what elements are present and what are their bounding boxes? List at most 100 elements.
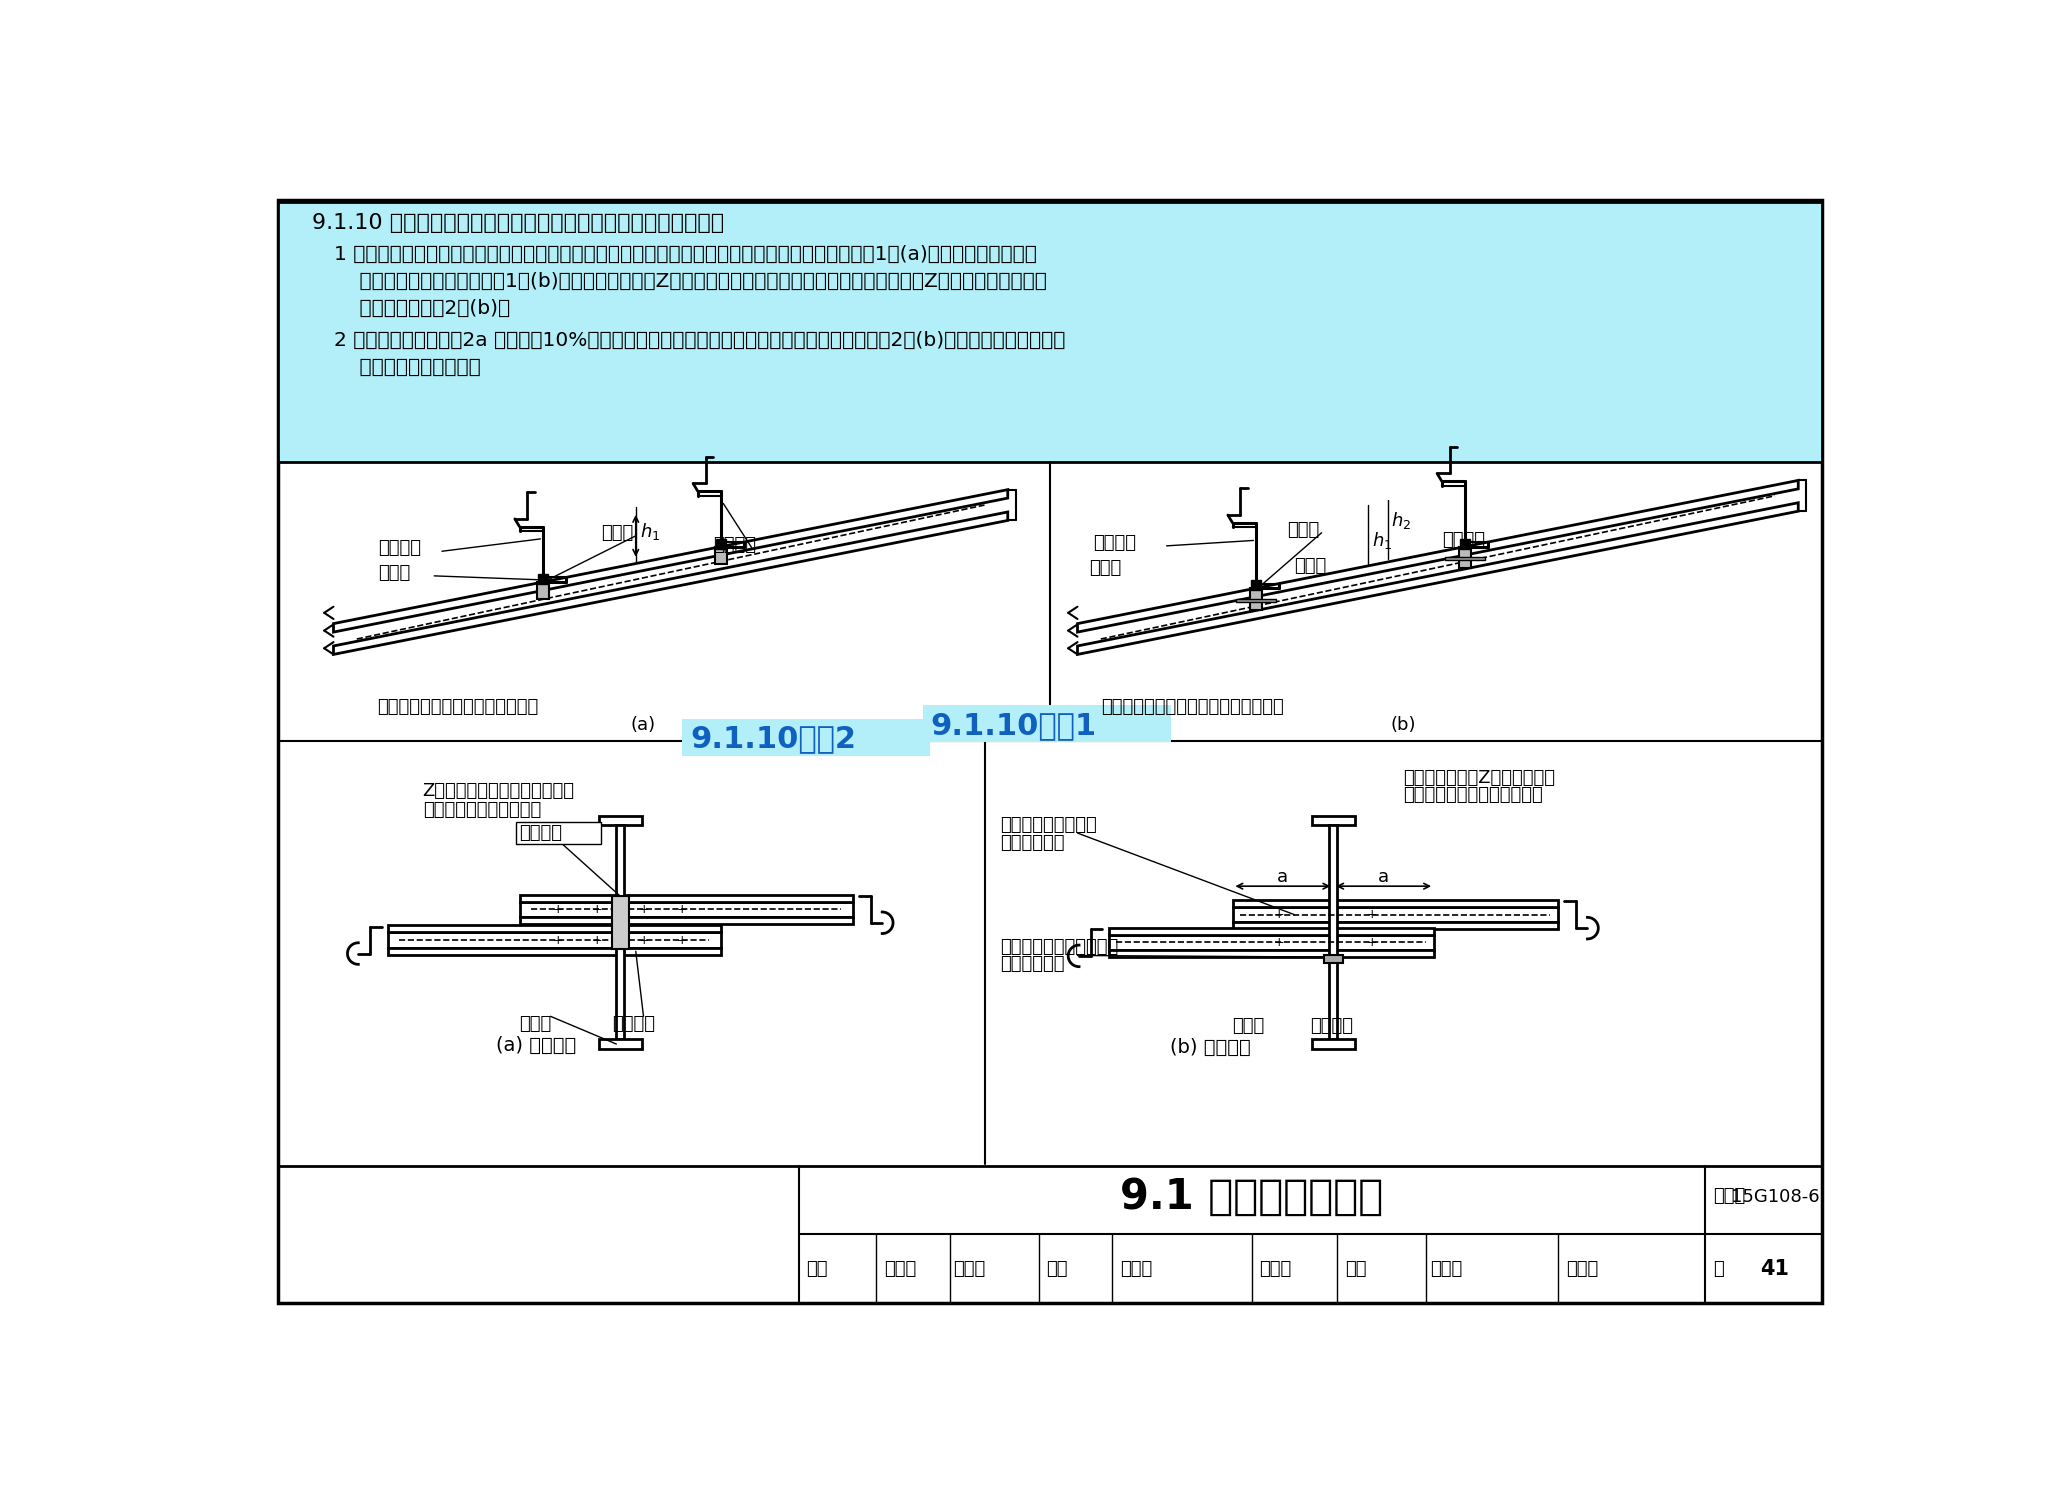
Text: (a) 有檩托板: (a) 有檩托板	[496, 1036, 575, 1055]
Text: 苏明周: 苏明周	[885, 1260, 915, 1278]
Bar	[715, 546, 727, 564]
Text: 当有可靠依据时，可不设檩托: 当有可靠依据时，可不设檩托	[1403, 786, 1542, 804]
Text: 9.1.10 檩条与刚架的连接和檩条与拉条的连接应符合下列规定：: 9.1.10 檩条与刚架的连接和檩条与拉条的连接应符合下列规定：	[311, 213, 723, 234]
Text: 矩验算螺栓连接强度。: 矩验算螺栓连接强度。	[334, 357, 479, 376]
Bar	[516, 823, 600, 844]
Polygon shape	[1077, 503, 1798, 655]
Bar	[537, 582, 549, 600]
Text: 41: 41	[1761, 1259, 1790, 1278]
Text: 当无靠依据时，宜设檩托: 当无靠依据时，宜设檩托	[422, 801, 541, 818]
Text: 檩托板: 檩托板	[1090, 559, 1122, 577]
Bar	[1233, 908, 1559, 923]
Text: 普通螺栓: 普通螺栓	[1094, 534, 1137, 552]
Polygon shape	[1077, 481, 1798, 632]
Bar	[922, 705, 1171, 743]
Text: 页: 页	[1712, 1260, 1724, 1278]
Text: 普通螺栓: 普通螺栓	[520, 824, 563, 842]
Text: +: +	[592, 933, 602, 946]
Bar	[279, 202, 1823, 461]
Bar	[612, 896, 629, 949]
Bar	[1313, 815, 1354, 826]
Text: 加劲板: 加劲板	[1294, 557, 1327, 574]
Text: 檩托板: 檩托板	[379, 564, 412, 582]
Text: +: +	[1366, 908, 1378, 921]
Text: 9.1.10图示1: 9.1.10图示1	[930, 711, 1096, 740]
Text: 冉红东: 冉红东	[1260, 1260, 1292, 1278]
Text: 连续檩条: 连续檩条	[612, 1015, 655, 1033]
Polygon shape	[334, 490, 1008, 632]
Text: 冉红东: 冉红东	[1120, 1260, 1153, 1278]
Text: 图集号: 图集号	[1712, 1187, 1745, 1205]
Text: 校对: 校对	[1047, 1260, 1067, 1278]
Text: +: +	[1274, 936, 1284, 949]
Bar	[1444, 558, 1485, 561]
Text: Z形连续檩条可采用檩托板连接: Z形连续檩条可采用檩托板连接	[422, 783, 575, 801]
Bar	[520, 917, 852, 924]
Text: +: +	[553, 933, 563, 946]
Text: 9.1 实腹式檩条设计: 9.1 实腹式檩条设计	[1120, 1176, 1384, 1217]
Bar	[616, 826, 625, 1040]
Bar	[387, 926, 721, 933]
Text: 15G108-6: 15G108-6	[1731, 1187, 1819, 1205]
Bar	[520, 894, 852, 902]
Bar	[598, 815, 641, 826]
Bar	[598, 1040, 641, 1049]
Text: 设计: 设计	[1346, 1260, 1366, 1278]
Text: +: +	[553, 903, 563, 915]
Text: 普通螺栓: 普通螺栓	[379, 539, 422, 557]
Text: a: a	[1278, 868, 1288, 885]
Bar	[1108, 929, 1434, 934]
Text: +: +	[678, 933, 688, 946]
Text: 刚架梁: 刚架梁	[520, 1015, 551, 1033]
Bar	[1233, 923, 1559, 930]
Text: (b): (b)	[1391, 716, 1415, 734]
Text: 9.1.10图示2: 9.1.10图示2	[690, 725, 856, 753]
Text: $h_1$: $h_1$	[639, 521, 659, 543]
Text: 2 连续檩条的搭接长度2a 宜不小于10%的檩条跨度，嵌套搭接部分的檩条应采用螺栓连接【图示2】(b)，按连续檩条支座处弯: 2 连续檩条的搭接长度2a 宜不小于10%的檩条跨度，嵌套搭接部分的檩条应采用螺…	[334, 330, 1065, 350]
Bar	[1329, 826, 1337, 1040]
Text: 于刚架上【图示2】(b)。: 于刚架上【图示2】(b)。	[334, 299, 510, 317]
Text: 嵌套搭接方式的Z形连续檩条，: 嵌套搭接方式的Z形连续檩条，	[1403, 769, 1554, 787]
Text: a: a	[1378, 868, 1389, 885]
Text: (b) 无檩托板: (b) 无檩托板	[1171, 1037, 1251, 1056]
Bar	[682, 719, 930, 756]
Text: +: +	[592, 903, 602, 915]
Text: 苏明周: 苏明周	[954, 1260, 985, 1278]
Text: 通过普通螺栓将檩条翼缘: 通过普通螺栓将檩条翼缘	[999, 937, 1118, 955]
Text: +: +	[639, 903, 649, 915]
Text: 1 屋面檩条与刚架斜梁宜采用普通螺栓连接，檩条每端应设两个螺栓。檩条连接宜采用檩托板【图示1】(a)，檩条高度较大时，: 1 屋面檩条与刚架斜梁宜采用普通螺栓连接，檩条每端应设两个螺栓。檩条连接宜采用檩…	[334, 244, 1036, 263]
Text: 连接于钢架上: 连接于钢架上	[999, 955, 1065, 973]
Text: 搭接部分连接: 搭接部分连接	[999, 835, 1065, 853]
Bar	[520, 902, 852, 917]
Text: 檩托板: 檩托板	[600, 524, 633, 542]
Bar	[1458, 546, 1470, 568]
Bar	[1313, 1040, 1354, 1049]
Text: +: +	[639, 933, 649, 946]
Text: 连续檩条: 连续檩条	[1311, 1016, 1354, 1034]
Text: 普通螺栓: 普通螺栓	[713, 536, 756, 554]
Bar	[1323, 955, 1343, 963]
Text: $h_1$: $h_1$	[1372, 530, 1393, 551]
Bar	[1108, 951, 1434, 957]
Text: +: +	[1366, 936, 1378, 949]
Polygon shape	[334, 512, 1008, 655]
Text: 普通螺栓: 普通螺栓	[1442, 531, 1485, 549]
Bar	[1249, 588, 1262, 610]
Text: +: +	[678, 903, 688, 915]
Bar	[1233, 900, 1559, 908]
Text: 檩托板处宜设加劲板【图示1】(b)。嵌套搭接方式的Z形连续檩条，当有可靠依据时，可不设檩托，由Z形檩条翼缘用螺栓连: 檩托板处宜设加劲板【图示1】(b)。嵌套搭接方式的Z形连续檩条，当有可靠依据时，…	[334, 271, 1047, 290]
Text: $h_2$: $h_2$	[1391, 510, 1411, 531]
Text: 檩条宜采用檩托板连接于刚架梁上: 檩条宜采用檩托板连接于刚架梁上	[377, 698, 539, 716]
Text: 审核: 审核	[807, 1260, 827, 1278]
Text: +: +	[1274, 908, 1284, 921]
Text: (a): (a)	[631, 716, 655, 734]
Bar	[1235, 600, 1276, 603]
Bar	[1108, 934, 1434, 951]
Bar	[387, 933, 721, 948]
Text: 檩条高度较大时，檩托板处宜设加劲板: 檩条高度较大时，檩托板处宜设加劲板	[1100, 698, 1284, 716]
Text: 采用普通螺栓将檩条: 采用普通螺栓将檩条	[999, 817, 1098, 835]
Text: 陈向荣: 陈向荣	[1567, 1260, 1597, 1278]
Text: 陈向荣: 陈向荣	[1430, 1260, 1462, 1278]
Bar	[387, 948, 721, 955]
Text: 刚架梁: 刚架梁	[1233, 1016, 1266, 1034]
